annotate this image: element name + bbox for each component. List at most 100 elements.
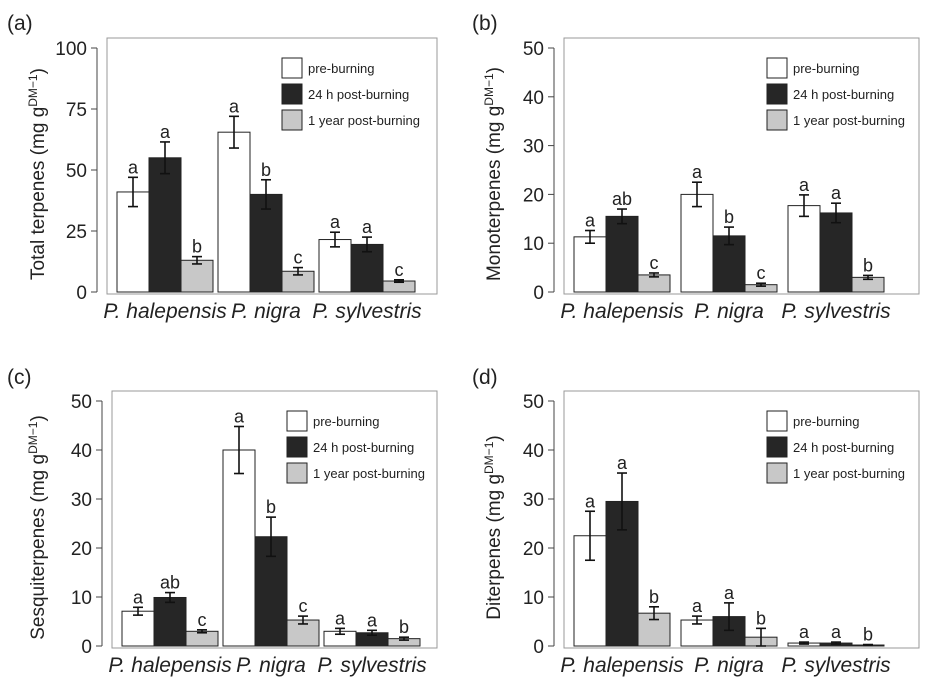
y-tick-label: 50 xyxy=(71,392,92,413)
plot-frame xyxy=(563,37,920,295)
significance-label: b xyxy=(261,160,271,180)
panel-d: (d) 0 10 20 30 40 50 Diterpenes (mg gDM−1) a a b P.… xyxy=(472,366,920,677)
significance-label: b xyxy=(266,497,276,517)
bar-2-0 xyxy=(180,259,214,293)
significance-label: a xyxy=(367,610,378,630)
panel-label: (d) xyxy=(472,366,498,389)
y-tick-label: 0 xyxy=(533,283,544,304)
y-tick-label: 50 xyxy=(523,392,544,413)
significance-label: c xyxy=(299,596,308,616)
category-label: P. nigra xyxy=(236,654,306,677)
significance-label: a xyxy=(585,211,596,231)
bar-0-0 xyxy=(573,236,607,293)
category-label: P. halepensis xyxy=(108,654,232,677)
bar-0-0 xyxy=(121,610,155,647)
panel-label: (c) xyxy=(7,366,32,389)
significance-label: c xyxy=(395,260,404,280)
legend-label: 24 h post-burning xyxy=(308,87,409,102)
legend-label: pre-burning xyxy=(313,414,380,429)
significance-label: a xyxy=(128,157,139,177)
y-tick-label: 10 xyxy=(71,588,92,609)
y-tick-label: 30 xyxy=(523,137,544,158)
legend-label: pre-burning xyxy=(308,61,375,76)
y-axis-label-sup: DM xyxy=(482,455,496,474)
bar-0-2 xyxy=(787,205,821,293)
y-axis-label: Monoterpenes (mg gDM−1) xyxy=(482,67,505,281)
legend-label: pre-burning xyxy=(793,414,860,429)
y-axis-label: Sesquiterpenes (mg gDM−1) xyxy=(26,415,49,640)
y-axis-label: Total terpenes (mg gDM−1) xyxy=(26,68,49,280)
bar-1-0 xyxy=(153,596,187,647)
significance-label: b xyxy=(863,625,873,645)
significance-label: c xyxy=(294,248,303,268)
significance-label: ab xyxy=(160,573,180,593)
legend-swatch xyxy=(281,109,303,131)
category-label: P. sylvestris xyxy=(317,654,427,677)
category-label: P. sylvestris xyxy=(781,654,891,677)
plot-frame xyxy=(106,37,438,295)
significance-label: c xyxy=(198,610,207,630)
y-axis-label-close: ) xyxy=(28,415,49,421)
y-tick-label: 40 xyxy=(71,441,92,462)
y-tick-label: 25 xyxy=(66,222,87,243)
legend-swatch xyxy=(766,410,788,432)
y-axis-label-main: Monoterpenes (mg g xyxy=(484,106,505,281)
legend-swatch xyxy=(766,83,788,105)
y-tick-label: 0 xyxy=(81,637,92,658)
y-tick-label: 30 xyxy=(523,490,544,511)
significance-label: c xyxy=(650,253,659,273)
y-tick-label: 0 xyxy=(533,637,544,658)
y-axis-label-exp: −1 xyxy=(482,73,496,87)
legend-swatch xyxy=(766,109,788,131)
bar-0-1 xyxy=(222,449,256,647)
legend-swatch xyxy=(286,462,308,484)
significance-label: b xyxy=(756,608,766,628)
y-tick-label: 40 xyxy=(523,88,544,109)
y-tick-label: 30 xyxy=(71,490,92,511)
y-tick-label: 50 xyxy=(523,39,544,60)
significance-label: b xyxy=(724,207,734,227)
y-axis-label-main: Sesquiterpenes (mg g xyxy=(28,454,49,640)
significance-label: a xyxy=(799,622,810,642)
y-axis-label-sup: DM xyxy=(26,435,40,454)
legend-label: 1 year post-burning xyxy=(308,113,420,128)
category-label: P. nigra xyxy=(694,300,764,323)
significance-label: b xyxy=(192,237,202,257)
legend-label: 1 year post-burning xyxy=(793,113,905,128)
category-label: P. nigra xyxy=(231,300,301,323)
y-axis-label-close: ) xyxy=(28,68,49,74)
y-tick-label: 75 xyxy=(66,100,87,121)
legend-swatch xyxy=(766,57,788,79)
significance-label: a xyxy=(692,596,703,616)
panel-a: (a) 0 25 50 75 100 Total terpenes (mg gDM−1) a a… xyxy=(7,12,438,323)
bar-1-0 xyxy=(148,157,182,293)
y-axis-label: Diterpenes (mg gDM−1) xyxy=(482,435,505,619)
legend-label: 24 h post-burning xyxy=(793,87,894,102)
significance-label: a xyxy=(724,583,735,603)
significance-label: b xyxy=(863,255,873,275)
bar-1-0 xyxy=(605,215,639,293)
significance-label: a xyxy=(799,175,810,195)
bar-0-1 xyxy=(680,193,714,293)
significance-label: b xyxy=(649,587,659,607)
plot-frame xyxy=(563,390,920,649)
legend-label: pre-burning xyxy=(793,61,860,76)
panel-c: (c) 0 10 20 30 40 50 Sesquiterpenes (mg gDM−1) a… xyxy=(7,366,438,677)
legend-swatch xyxy=(281,83,303,105)
y-tick-label: 20 xyxy=(523,185,544,206)
y-axis-label-exp: −1 xyxy=(26,74,40,88)
significance-label: a xyxy=(617,453,628,473)
y-axis-label-exp: −1 xyxy=(26,421,40,435)
significance-label: a xyxy=(229,96,240,116)
legend-label: 24 h post-burning xyxy=(793,440,894,455)
legend-label: 1 year post-burning xyxy=(793,466,905,481)
legend-label: 24 h post-burning xyxy=(313,440,414,455)
significance-label: a xyxy=(831,183,842,203)
category-label: P. halepensis xyxy=(560,654,684,677)
significance-label: a xyxy=(234,406,245,426)
significance-label: a xyxy=(585,491,596,511)
y-tick-label: 50 xyxy=(66,161,87,182)
bar-1-2 xyxy=(819,212,853,293)
